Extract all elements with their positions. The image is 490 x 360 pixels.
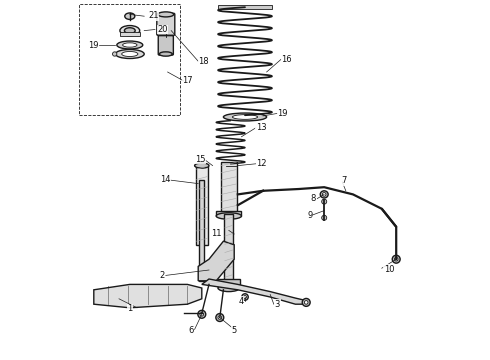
Ellipse shape	[116, 49, 144, 58]
Text: 5: 5	[232, 326, 237, 335]
Text: 16: 16	[281, 55, 292, 63]
Text: 2: 2	[160, 271, 165, 280]
Text: 21: 21	[148, 12, 158, 21]
Text: 6: 6	[188, 326, 194, 335]
Bar	[224, 214, 233, 281]
FancyBboxPatch shape	[120, 32, 140, 36]
Bar	[199, 180, 204, 281]
Text: 10: 10	[384, 265, 394, 274]
Ellipse shape	[117, 41, 143, 49]
Ellipse shape	[195, 163, 209, 168]
Ellipse shape	[113, 52, 117, 56]
Text: 1: 1	[127, 304, 132, 313]
Ellipse shape	[304, 301, 308, 304]
Text: 7: 7	[342, 176, 347, 185]
Ellipse shape	[321, 199, 327, 204]
Ellipse shape	[232, 114, 258, 119]
Ellipse shape	[302, 298, 310, 306]
Ellipse shape	[392, 255, 400, 263]
Ellipse shape	[120, 26, 140, 36]
Bar	[216, 211, 242, 216]
Ellipse shape	[216, 314, 224, 321]
Text: 9: 9	[307, 211, 313, 220]
Ellipse shape	[158, 12, 174, 17]
Ellipse shape	[216, 213, 242, 219]
Ellipse shape	[321, 215, 327, 220]
Polygon shape	[202, 279, 306, 304]
Ellipse shape	[198, 310, 206, 318]
FancyBboxPatch shape	[157, 13, 175, 35]
Ellipse shape	[244, 296, 246, 298]
Text: 14: 14	[160, 175, 171, 184]
Text: 15: 15	[195, 154, 205, 163]
Text: 4: 4	[239, 297, 244, 306]
Ellipse shape	[159, 52, 172, 56]
Text: 12: 12	[256, 159, 267, 168]
Text: 13: 13	[256, 123, 267, 132]
Text: 20: 20	[157, 25, 168, 34]
Ellipse shape	[394, 257, 398, 261]
Ellipse shape	[124, 28, 135, 33]
Text: 3: 3	[275, 300, 280, 309]
Bar	[218, 5, 272, 9]
Bar	[196, 166, 208, 245]
Text: 18: 18	[198, 57, 209, 66]
Polygon shape	[94, 284, 202, 308]
Ellipse shape	[223, 113, 267, 121]
Text: 17: 17	[182, 76, 193, 85]
Ellipse shape	[242, 294, 248, 300]
Text: 11: 11	[211, 229, 221, 238]
Polygon shape	[198, 241, 234, 281]
Bar	[218, 279, 240, 288]
Ellipse shape	[200, 312, 204, 316]
Text: 19: 19	[277, 109, 288, 117]
Text: 8: 8	[311, 194, 316, 203]
Bar	[221, 162, 237, 212]
Ellipse shape	[122, 51, 138, 57]
Ellipse shape	[218, 316, 221, 319]
Ellipse shape	[125, 13, 135, 19]
FancyBboxPatch shape	[158, 36, 173, 55]
Ellipse shape	[322, 193, 326, 196]
FancyBboxPatch shape	[228, 165, 233, 173]
Bar	[79, 4, 180, 115]
Ellipse shape	[225, 163, 236, 168]
Ellipse shape	[218, 284, 240, 292]
Text: 19: 19	[89, 40, 99, 49]
Ellipse shape	[122, 43, 137, 47]
Ellipse shape	[320, 191, 328, 198]
